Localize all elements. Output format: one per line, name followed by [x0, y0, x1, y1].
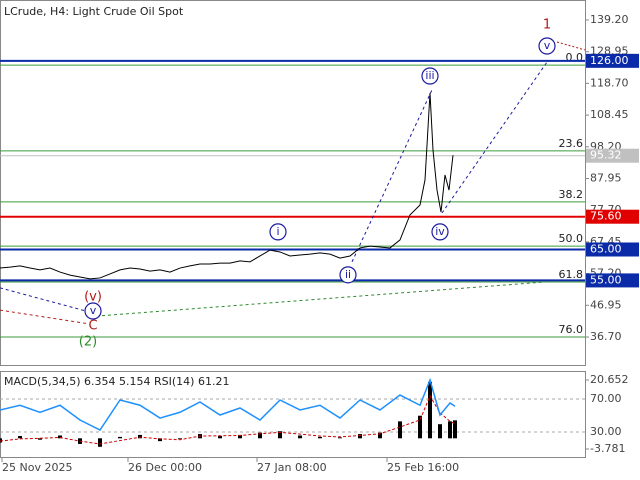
wave-label: v — [544, 39, 551, 52]
wave-label: (2) — [79, 334, 97, 349]
macd-bar — [318, 436, 322, 439]
macd-bar — [138, 434, 142, 439]
price-level-label: 95.32 — [590, 149, 622, 162]
macd-bar — [158, 438, 162, 442]
wave-label: ii — [345, 268, 351, 281]
macd-bar — [278, 431, 282, 439]
y-tick-label: -3.781 — [590, 442, 625, 455]
y-tick-label: 118.70 — [590, 76, 629, 89]
macd-bar — [338, 437, 342, 439]
wave-label: (v) — [84, 290, 102, 305]
macd-bar — [438, 424, 442, 439]
macd-bar — [398, 421, 402, 439]
macd-bar — [378, 432, 382, 439]
wave-line — [0, 287, 87, 312]
wave-label: 1 — [543, 17, 551, 32]
price-level-label: 55.00 — [590, 273, 622, 286]
macd-bar — [258, 432, 262, 439]
wave-line — [0, 309, 89, 325]
x-tick-label: 25 Nov 2025 — [2, 461, 72, 474]
price-level-label: 126.00 — [590, 54, 629, 67]
wave-label: iii — [425, 69, 434, 82]
wave-label-circle — [538, 37, 556, 55]
macd-bar — [238, 434, 242, 439]
indicator-title: MACD(5,34,5) 6.354 5.154 RSI(14) 61.21 — [4, 375, 229, 388]
fib-label: 38.2 — [559, 188, 584, 201]
wave-line — [351, 89, 433, 263]
fib-label: 76.0 — [559, 323, 584, 336]
macd-bar — [358, 434, 362, 439]
macd-bar — [98, 438, 102, 447]
wave-label-circle — [84, 302, 102, 320]
x-tick-label: 25 Feb 16:00 — [387, 461, 459, 474]
y-tick-label: 36.70 — [590, 330, 622, 343]
wave-label-circle — [431, 223, 449, 241]
macd-bar — [428, 381, 432, 439]
price-level-box — [586, 242, 639, 257]
macd-bar — [298, 435, 302, 439]
wave-line — [101, 281, 546, 317]
y-tick-label: 20.652 — [590, 373, 629, 386]
wave-line — [441, 61, 548, 214]
wave-label: v — [90, 304, 97, 317]
wave-label: i — [276, 225, 279, 238]
y-tick-label: 108.45 — [590, 108, 629, 121]
fib-label: 0.0 — [566, 51, 584, 64]
macd-bar — [418, 415, 422, 439]
fib-label: 23.6 — [559, 137, 584, 150]
price-level-box — [586, 273, 639, 288]
price-level-label: 65.00 — [590, 242, 622, 255]
y2-tick-label: 70.00 — [590, 392, 622, 405]
macd-bar — [218, 436, 222, 439]
wave-label: C — [88, 318, 97, 333]
y-tick-label: 46.95 — [590, 298, 622, 311]
macd-bar — [0, 438, 2, 443]
fib-label: 50.0 — [559, 232, 584, 245]
price-line — [0, 92, 454, 280]
price-level-box — [586, 148, 639, 163]
y2-tick-label: 30.00 — [590, 425, 622, 438]
macd-bar — [38, 438, 42, 440]
price-level-label: 75.60 — [590, 210, 622, 223]
macd-bar — [118, 436, 122, 439]
macd-bar — [58, 435, 62, 439]
y-tick-label: 87.95 — [590, 172, 622, 185]
price-level-box — [586, 209, 639, 224]
fib-label: 61.8 — [559, 268, 584, 281]
wave-line — [556, 41, 586, 51]
wave-label: iv — [435, 225, 445, 238]
macd-bar — [448, 421, 452, 439]
macd-bar — [178, 438, 182, 440]
macd-bar — [453, 420, 457, 439]
rsi-line — [0, 377, 456, 431]
wave-label-circle — [339, 266, 357, 284]
macd-bar — [18, 436, 22, 439]
chart-title: LCrude, H4: Light Crude Oil Spot — [4, 5, 184, 18]
signal-line — [0, 394, 456, 445]
y-tick-label: 139.20 — [590, 13, 629, 26]
x-tick-label: 26 Dec 00:00 — [128, 461, 202, 474]
wave-label-circle — [269, 223, 287, 241]
wave-label-circle — [421, 67, 439, 85]
x-tick-label: 27 Jan 08:00 — [257, 461, 327, 474]
price-level-box — [586, 53, 639, 68]
